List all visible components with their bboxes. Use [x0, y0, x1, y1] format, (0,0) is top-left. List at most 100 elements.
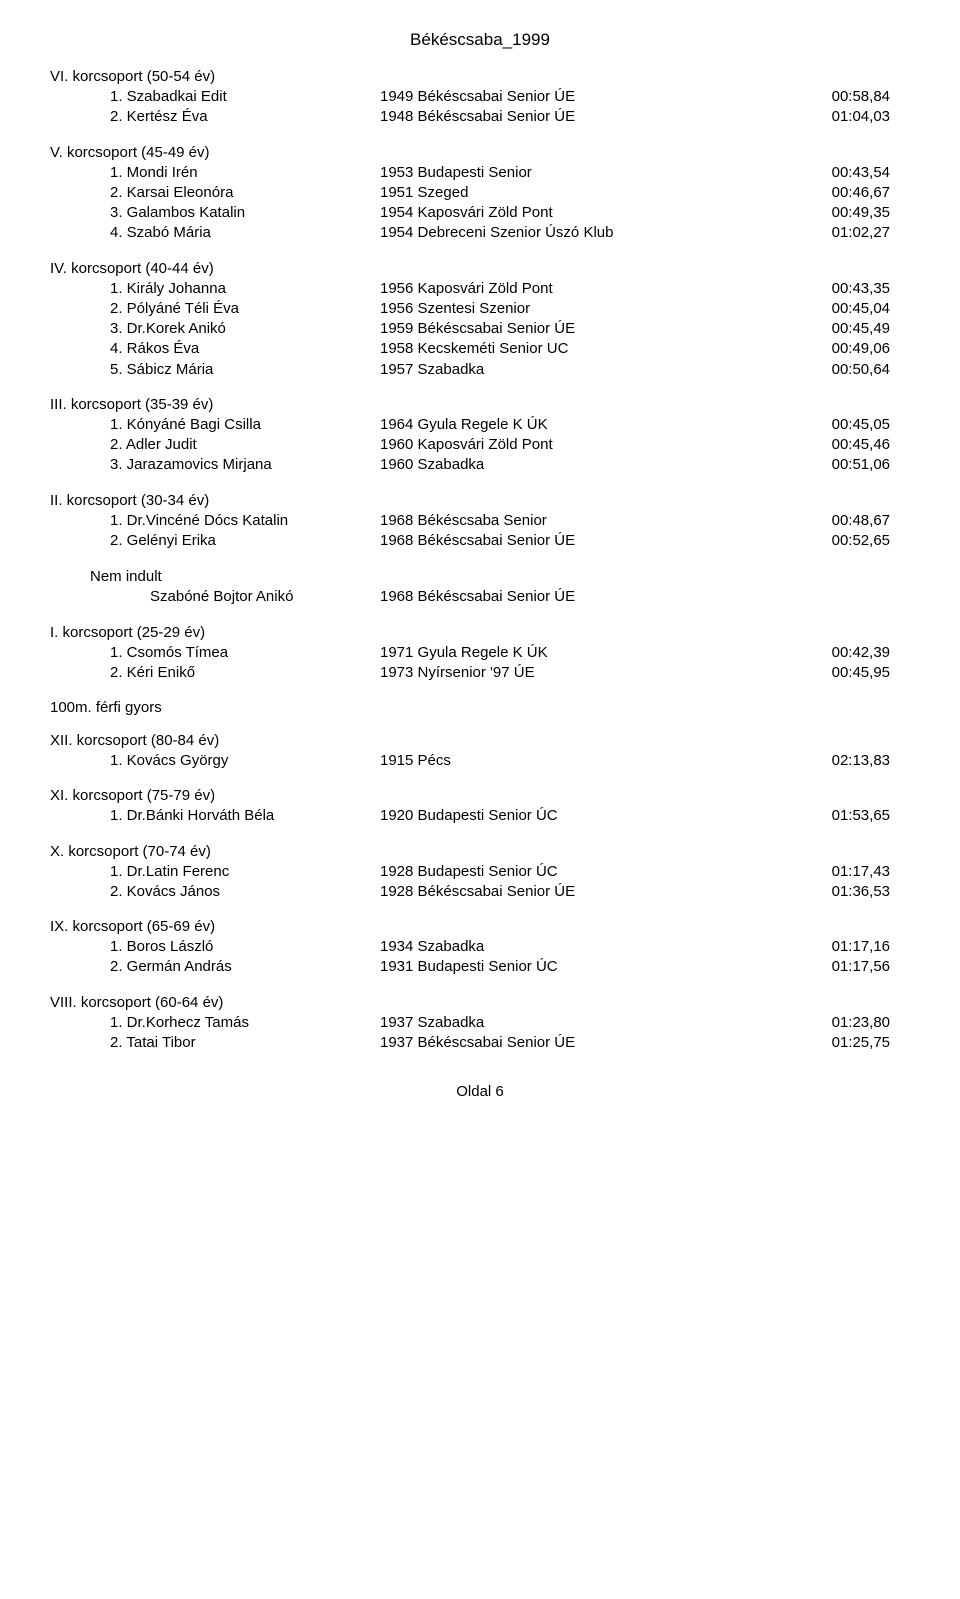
age-group: X. korcsoport (70-74 év)1. Dr.Latin Fere… [50, 843, 910, 903]
result-club: 1915 Pécs [380, 751, 780, 771]
result-club: 1958 Kecskeméti Senior UC [380, 339, 780, 359]
group-heading: IX. korcsoport (65-69 év) [50, 918, 910, 935]
result-name: 2. Kertész Éva [50, 107, 380, 127]
result-name: 2. Pólyáné Téli Éva [50, 299, 380, 319]
result-time: 01:04,03 [780, 107, 890, 127]
result-row: 4. Szabó Mária1954 Debreceni Szenior Úsz… [50, 223, 910, 243]
result-name: 1. Dr.Korhecz Tamás [50, 1013, 380, 1033]
result-club: 1928 Budapesti Senior ÚC [380, 862, 780, 882]
result-name: 3. Jarazamovics Mirjana [50, 455, 380, 475]
nem-indult-name: Szabóné Bojtor Anikó [50, 587, 380, 607]
result-time: 02:13,83 [780, 751, 890, 771]
result-name: 1. Szabadkai Edit [50, 87, 380, 107]
group-heading: XI. korcsoport (75-79 év) [50, 787, 910, 804]
result-club: 1968 Békéscsabai Senior ÚE [380, 531, 780, 551]
result-row: 2. Kertész Éva1948 Békéscsabai Senior ÚE… [50, 107, 910, 127]
result-name: 3. Dr.Korek Anikó [50, 319, 380, 339]
result-row: 4. Rákos Éva1958 Kecskeméti Senior UC00:… [50, 339, 910, 359]
group-heading: VIII. korcsoport (60-64 év) [50, 994, 910, 1011]
result-club: 1964 Gyula Regele K ÚK [380, 415, 780, 435]
group-heading: VI. korcsoport (50-54 év) [50, 68, 910, 85]
result-club: 1960 Szabadka [380, 455, 780, 475]
result-club: 1956 Kaposvári Zöld Pont [380, 279, 780, 299]
result-row: 1. Dr.Vincéné Dócs Katalin1968 Békéscsab… [50, 511, 910, 531]
result-time: 01:02,27 [780, 223, 890, 243]
result-time: 00:42,39 [780, 643, 890, 663]
result-club: 1957 Szabadka [380, 360, 780, 380]
age-group: III. korcsoport (35-39 év)1. Kónyáné Bag… [50, 396, 910, 476]
page-footer: Oldal 6 [50, 1083, 910, 1100]
result-name: 5. Sábicz Mária [50, 360, 380, 380]
result-time: 01:36,53 [780, 882, 890, 902]
result-club: 1931 Budapesti Senior ÚC [380, 957, 780, 977]
result-time: 01:17,56 [780, 957, 890, 977]
result-club: 1948 Békéscsabai Senior ÚE [380, 107, 780, 127]
result-club: 1937 Békéscsabai Senior ÚE [380, 1033, 780, 1053]
group-heading: IV. korcsoport (40-44 év) [50, 260, 910, 277]
result-name: 2. Adler Judit [50, 435, 380, 455]
result-name: 1. Csomós Tímea [50, 643, 380, 663]
result-row: 2. Gelényi Erika1968 Békéscsabai Senior … [50, 531, 910, 551]
result-row: 2. Germán András1931 Budapesti Senior ÚC… [50, 957, 910, 977]
result-time: 00:48,67 [780, 511, 890, 531]
result-row: 2. Karsai Eleonóra1951 Szeged00:46,67 [50, 183, 910, 203]
result-name: 1. Kónyáné Bagi Csilla [50, 415, 380, 435]
result-time: 01:25,75 [780, 1033, 890, 1053]
result-name: 1. Dr.Latin Ferenc [50, 862, 380, 882]
result-name: 2. Karsai Eleonóra [50, 183, 380, 203]
result-club: 1953 Budapesti Senior [380, 163, 780, 183]
result-row: 1. Dr.Bánki Horváth Béla1920 Budapesti S… [50, 806, 910, 826]
result-time: 00:49,35 [780, 203, 890, 223]
result-time: 01:23,80 [780, 1013, 890, 1033]
result-club: 1960 Kaposvári Zöld Pont [380, 435, 780, 455]
result-club: 1968 Békéscsaba Senior [380, 511, 780, 531]
result-club: 1949 Békéscsabai Senior ÚE [380, 87, 780, 107]
result-time: 00:50,64 [780, 360, 890, 380]
result-time: 00:45,04 [780, 299, 890, 319]
age-group: XII. korcsoport (80-84 év)1. Kovács Györ… [50, 732, 910, 771]
result-name: 1. Kovács György [50, 751, 380, 771]
nem-indult-club: 1968 Békéscsabai Senior ÚE [380, 587, 780, 607]
nem-indult-group: Nem indult Szabóné Bojtor Anikó 1968 Bék… [50, 567, 910, 608]
age-group: II. korcsoport (30-34 év)1. Dr.Vincéné D… [50, 492, 910, 552]
result-name: 2. Kovács János [50, 882, 380, 902]
group-heading: V. korcsoport (45-49 év) [50, 144, 910, 161]
result-time: 00:46,67 [780, 183, 890, 203]
result-name: 2. Gelényi Erika [50, 531, 380, 551]
result-time: 00:58,84 [780, 87, 890, 107]
result-row: 1. Király Johanna1956 Kaposvári Zöld Pon… [50, 279, 910, 299]
result-time: 00:45,46 [780, 435, 890, 455]
result-row: 1. Boros László1934 Szabadka01:17,16 [50, 937, 910, 957]
result-club: 1959 Békéscsabai Senior ÚE [380, 319, 780, 339]
result-name: 1. Mondi Irén [50, 163, 380, 183]
result-row: 3. Jarazamovics Mirjana1960 Szabadka00:5… [50, 455, 910, 475]
result-row: 2. Pólyáné Téli Éva1956 Szentesi Szenior… [50, 299, 910, 319]
result-name: 4. Szabó Mária [50, 223, 380, 243]
result-club: 1920 Budapesti Senior ÚC [380, 806, 780, 826]
age-group: XI. korcsoport (75-79 év) 1. Dr.Bánki Hor… [50, 787, 910, 826]
age-group: VI. korcsoport (50-54 év) 1. Szabadkai Ed… [50, 68, 910, 128]
result-time: 00:45,49 [780, 319, 890, 339]
nem-indult-time [780, 587, 890, 607]
result-row: 2. Tatai Tibor1937 Békéscsabai Senior ÚE… [50, 1033, 910, 1053]
result-time: 01:17,43 [780, 862, 890, 882]
result-row: 1. Mondi Irén1953 Budapesti Senior00:43,… [50, 163, 910, 183]
result-club: 1971 Gyula Regele K ÚK [380, 643, 780, 663]
result-time: 00:43,35 [780, 279, 890, 299]
result-time: 01:17,16 [780, 937, 890, 957]
result-row: 5. Sábicz Mária1957 Szabadka00:50,64 [50, 360, 910, 380]
results-section: XII. korcsoport (80-84 év)1. Kovács Györ… [50, 732, 910, 1053]
result-time: 00:49,06 [780, 339, 890, 359]
result-row: 3. Dr.Korek Anikó1959 Békéscsabai Senior… [50, 319, 910, 339]
age-group: V. korcsoport (45-49 év)1. Mondi Irén195… [50, 144, 910, 244]
result-row: 2. Kovács János1928 Békéscsabai Senior Ú… [50, 882, 910, 902]
result-row: 1. Dr.Korhecz Tamás1937 Szabadka01:23,80 [50, 1013, 910, 1033]
result-time: 00:45,95 [780, 663, 890, 683]
result-name: 2. Germán András [50, 957, 380, 977]
result-club: 1937 Szabadka [380, 1013, 780, 1033]
result-club: 1954 Debreceni Szenior Úszó Klub [380, 223, 780, 243]
result-name: 1. Boros László [50, 937, 380, 957]
nem-indult-label: Nem indult [50, 567, 380, 587]
group-heading: I. korcsoport (25-29 év) [50, 624, 910, 641]
result-time: 01:53,65 [780, 806, 890, 826]
